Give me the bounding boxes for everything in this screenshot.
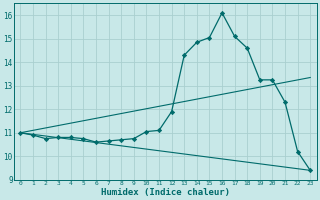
X-axis label: Humidex (Indice chaleur): Humidex (Indice chaleur): [101, 188, 230, 197]
